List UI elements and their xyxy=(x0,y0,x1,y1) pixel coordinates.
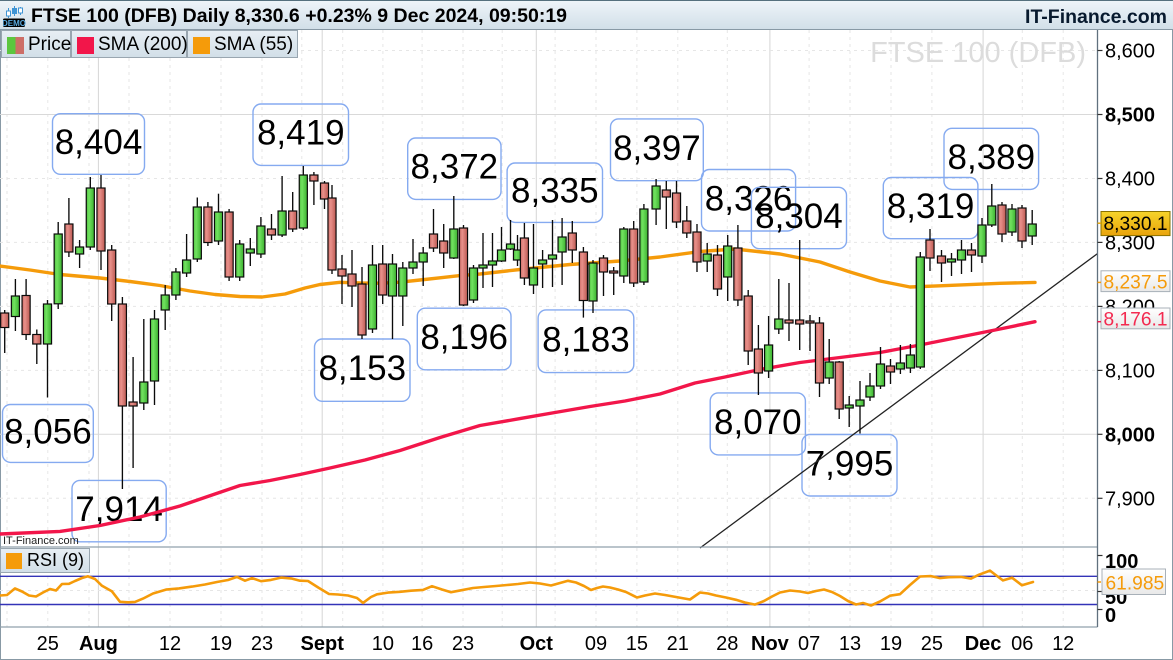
svg-text:19: 19 xyxy=(210,633,232,655)
svg-text:28: 28 xyxy=(716,633,738,655)
svg-text:8,419: 8,419 xyxy=(257,114,345,153)
svg-text:07: 07 xyxy=(798,633,820,655)
svg-text:Sept: Sept xyxy=(301,633,345,655)
svg-text:Dec: Dec xyxy=(965,633,1002,655)
svg-text:100: 100 xyxy=(1105,551,1138,573)
svg-text:Aug: Aug xyxy=(79,633,118,655)
svg-text:8,176.1: 8,176.1 xyxy=(1104,310,1168,331)
svg-text:23: 23 xyxy=(452,633,474,655)
svg-text:8,237.5: 8,237.5 xyxy=(1104,272,1168,293)
svg-text:25: 25 xyxy=(37,633,59,655)
svg-text:12: 12 xyxy=(159,633,181,655)
svg-text:DEMO: DEMO xyxy=(3,19,26,28)
svg-text:8,196: 8,196 xyxy=(420,318,508,357)
svg-text:09: 09 xyxy=(585,633,607,655)
svg-text:19: 19 xyxy=(880,633,902,655)
svg-text:8,070: 8,070 xyxy=(714,403,802,442)
svg-text:8,397: 8,397 xyxy=(613,129,701,168)
svg-text:8,183: 8,183 xyxy=(542,320,630,359)
svg-text:13: 13 xyxy=(839,633,861,655)
svg-text:8,319: 8,319 xyxy=(887,187,975,226)
svg-text:7,900: 7,900 xyxy=(1105,488,1155,510)
svg-text:06: 06 xyxy=(1011,633,1033,655)
svg-text:8,000: 8,000 xyxy=(1105,424,1155,446)
svg-text:8,500: 8,500 xyxy=(1105,105,1155,127)
svg-text:8,304: 8,304 xyxy=(755,197,843,236)
svg-text:61.985: 61.985 xyxy=(1106,573,1165,594)
svg-text:Nov: Nov xyxy=(751,633,790,655)
svg-text:8,400: 8,400 xyxy=(1105,169,1155,191)
svg-text:8,372: 8,372 xyxy=(411,148,499,187)
svg-text:8,330.1: 8,330.1 xyxy=(1104,214,1168,235)
svg-text:8,600: 8,600 xyxy=(1105,41,1155,63)
svg-text:8,100: 8,100 xyxy=(1105,360,1155,382)
svg-text:21: 21 xyxy=(667,633,689,655)
svg-text:IT-Finance.com: IT-Finance.com xyxy=(3,535,79,547)
svg-text:16: 16 xyxy=(411,633,433,655)
svg-text:25: 25 xyxy=(921,633,943,655)
svg-text:8,389: 8,389 xyxy=(948,138,1036,177)
svg-text:FTSE 100 (DFB): FTSE 100 (DFB) xyxy=(870,37,1086,69)
svg-text:8,056: 8,056 xyxy=(4,412,92,451)
svg-text:8,153: 8,153 xyxy=(318,349,406,388)
svg-text:8,335: 8,335 xyxy=(511,172,599,211)
svg-text:12: 12 xyxy=(1052,633,1074,655)
svg-text:7,995: 7,995 xyxy=(806,444,894,483)
svg-text:8,326: 8,326 xyxy=(705,179,793,218)
svg-text:7,914: 7,914 xyxy=(75,490,163,529)
svg-text:23: 23 xyxy=(251,633,273,655)
svg-text:8,404: 8,404 xyxy=(55,123,143,162)
svg-text:0: 0 xyxy=(1105,605,1116,627)
svg-text:15: 15 xyxy=(626,633,648,655)
svg-text:Oct: Oct xyxy=(520,633,554,655)
svg-text:8,300: 8,300 xyxy=(1105,232,1155,254)
svg-text:10: 10 xyxy=(372,633,394,655)
